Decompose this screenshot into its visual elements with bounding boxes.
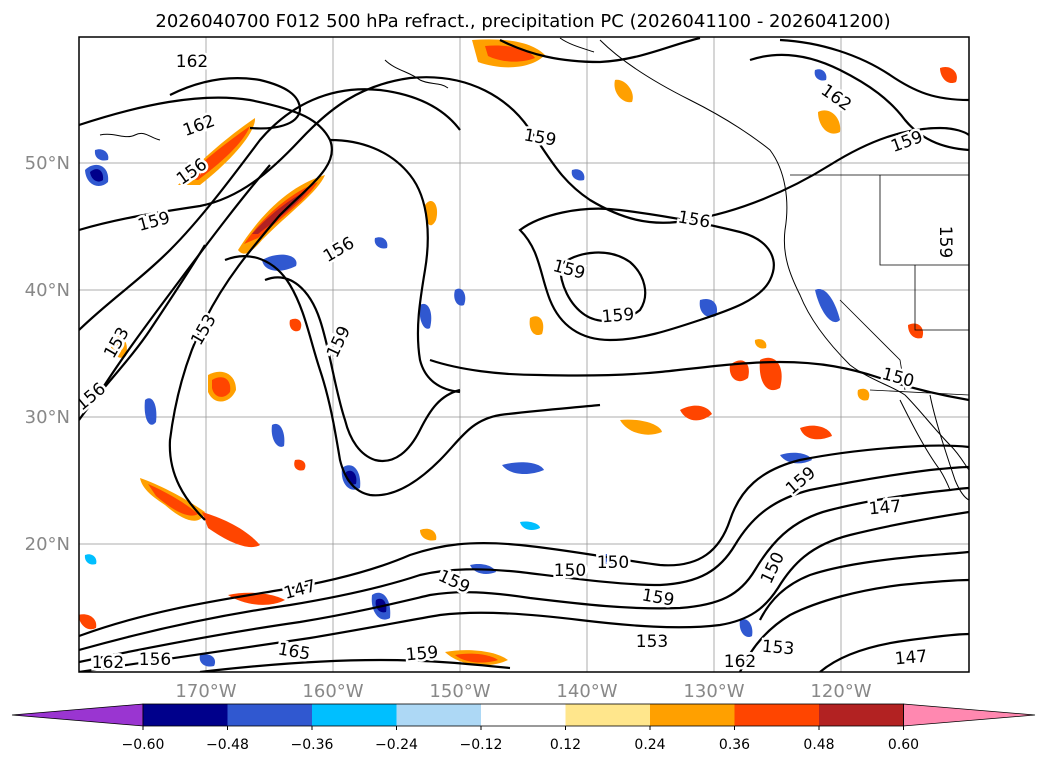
contour-label: 162 xyxy=(176,52,208,72)
map-frame xyxy=(78,36,970,673)
colorbar-frame xyxy=(142,703,904,727)
lat-label-40n: 40°N xyxy=(25,280,70,301)
colorbar-tick-label: −0.36 xyxy=(291,737,334,753)
contour-label: 159 xyxy=(522,125,557,150)
lon-label-150w: 150°W xyxy=(429,681,490,702)
precipitation-shading xyxy=(79,39,957,667)
colorbar-swatch xyxy=(227,704,312,726)
contour-label: 153 xyxy=(761,637,795,660)
lat-label-50n: 50°N xyxy=(25,153,70,174)
colorbar-extend-max xyxy=(903,703,1036,727)
contour-label: 162 xyxy=(92,653,124,673)
contour-lines xyxy=(79,37,969,672)
contour-label: 159 xyxy=(405,643,439,666)
contour-label: 147 xyxy=(868,497,902,520)
contour-label: 159 xyxy=(935,226,955,258)
lon-label-130w: 130°W xyxy=(683,681,744,702)
lat-label-30n: 30°N xyxy=(25,407,70,428)
colorbar-tick-label: 0.24 xyxy=(634,737,665,753)
contour-label: 159 xyxy=(601,305,635,328)
map-title: 2026040700 F012 500 hPa refract., precip… xyxy=(155,11,890,32)
contour-label: 150 xyxy=(597,553,629,573)
colorbar-tick-label: 0.60 xyxy=(888,737,919,753)
lon-label-120w: 120°W xyxy=(810,681,871,702)
lon-label-160w: 160°W xyxy=(302,681,363,702)
colorbar-swatch xyxy=(734,704,819,726)
colorbar-swatch xyxy=(396,704,481,726)
lon-label-170w: 170°W xyxy=(175,681,236,702)
colorbar-swatch xyxy=(312,704,397,726)
contour-label: 150 xyxy=(554,561,586,581)
colorbar-swatch xyxy=(565,704,650,726)
colorbar-tick-label: −0.60 xyxy=(122,737,165,753)
contour-label: 147 xyxy=(894,647,928,670)
contour-label: 156 xyxy=(139,650,171,670)
colorbar-tick-label: −0.48 xyxy=(206,737,249,753)
colorbar-tick-label: −0.24 xyxy=(375,737,418,753)
colorbar-swatch xyxy=(481,704,566,726)
colorbar: −0.60 −0.48 −0.36 −0.24 −0.12 0.12 0.24 0.36 0.4… xyxy=(11,703,1036,753)
lat-label-20n: 20°N xyxy=(25,534,70,555)
colorbar-tick-label: −0.12 xyxy=(460,737,503,753)
colorbar-tick-label: 0.36 xyxy=(719,737,750,753)
colorbar-swatch xyxy=(650,704,735,726)
colorbar-tick-label: 0.12 xyxy=(550,737,581,753)
colorbar-swatch xyxy=(819,704,904,726)
lon-label-140w: 140°W xyxy=(556,681,617,702)
colorbar-swatch xyxy=(143,704,228,726)
contour-label: 153 xyxy=(636,632,668,652)
contour-label: 162 xyxy=(724,652,756,672)
colorbar-tick-label: 0.48 xyxy=(803,737,834,753)
colorbar-extend-min xyxy=(11,703,144,727)
